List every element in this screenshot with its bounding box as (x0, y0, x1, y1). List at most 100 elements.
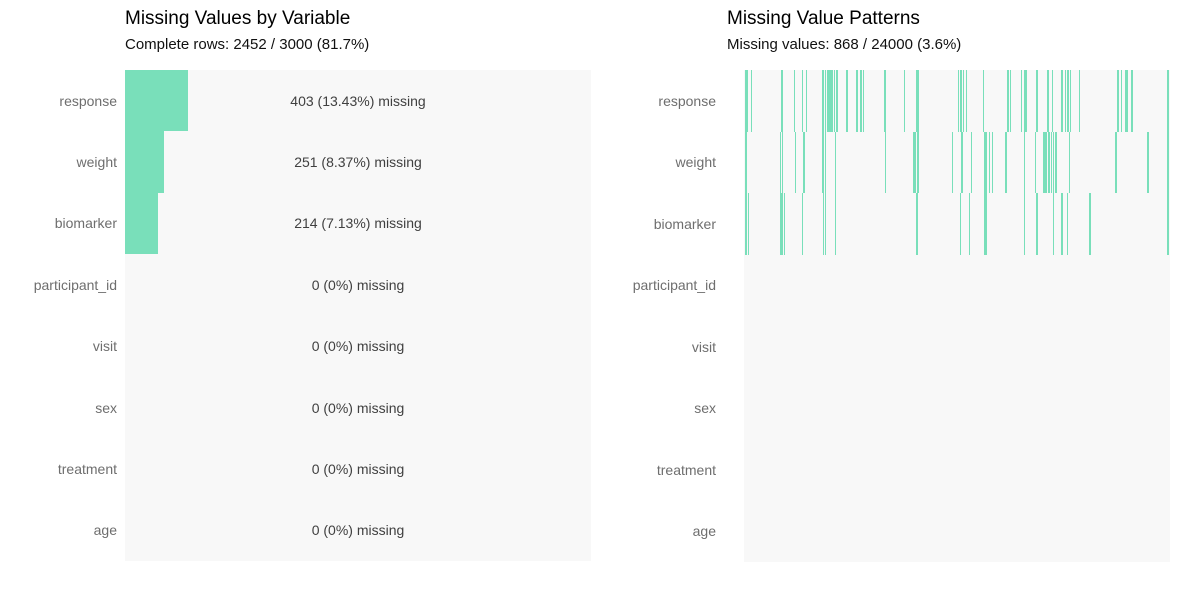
missing-cell-line (962, 70, 965, 132)
row-weight: 251 (8.37%) missing (125, 131, 591, 193)
missing-cell-line (781, 70, 783, 132)
missing-cell-line (793, 70, 796, 132)
row-label-response: response (59, 92, 117, 109)
row-label-sex: sex (95, 399, 117, 416)
missing-cell-line (916, 193, 918, 255)
missing-cell-line (779, 193, 782, 255)
missing-cell-line (982, 70, 985, 132)
missing-count-label-age: 0 (0%) missing (311, 522, 405, 539)
left-axis-labels: response weight biomarker participant_id vis… (0, 70, 117, 561)
missing-cell-line (834, 193, 837, 255)
missing-cell-line (836, 70, 838, 132)
missing-cell-line (983, 131, 987, 193)
row-sex (744, 378, 1170, 440)
row-response: 403 (13.43%) missing (125, 70, 591, 132)
row-treatment (744, 439, 1170, 501)
row-label-response: response (658, 92, 716, 109)
missing-cell-line (822, 70, 824, 132)
right-chart-subtitle: Missing values: 868 / 24000 (3.6%) (727, 36, 962, 53)
missing-cell-line (961, 131, 963, 193)
missing-cell-line (745, 131, 747, 193)
missing-cell-line (783, 193, 786, 255)
missing-cell-line (1131, 70, 1133, 132)
missing-cell-line (745, 193, 747, 255)
missing-cell-line (862, 70, 865, 132)
missing-cell-line (1055, 131, 1057, 193)
missing-cell-line (1034, 131, 1037, 193)
missing-bar-response (125, 70, 188, 132)
missing-count-label-sex: 0 (0%) missing (311, 399, 405, 416)
missing-cell-line (1066, 193, 1069, 255)
missing-cell-line (957, 70, 960, 132)
missing-cell-line (917, 131, 919, 193)
missing-cell-line (1147, 131, 1149, 193)
missing-cell-line (1047, 70, 1049, 132)
missing-cell-line (750, 70, 753, 132)
missing-cell-line (965, 70, 968, 132)
bar-chart-plot-area: 403 (13.43%) missing 251 (8.37%) missing 2… (125, 70, 591, 561)
missing-count-label-visit: 0 (0%) missing (311, 338, 405, 355)
missing-cell-line (951, 131, 954, 193)
missing-cell-line (1043, 131, 1045, 193)
missing-count-label-treatment: 0 (0%) missing (311, 460, 405, 477)
missing-cell-line (856, 70, 858, 132)
row-label-treatment: treatment (57, 460, 117, 477)
missing-cell-line (747, 193, 750, 255)
missing-cell-line (801, 193, 803, 255)
missing-cell-line (903, 70, 906, 132)
row-label-treatment: treatment (656, 461, 716, 478)
missing-cell-line (827, 70, 829, 132)
row-label-biomarker: biomarker (653, 215, 716, 232)
missing-cell-line (1068, 131, 1071, 193)
missing-count-label-biomarker: 214 (7.13%) missing (294, 215, 422, 232)
missing-cell-line (781, 131, 784, 193)
missing-cell-line (1115, 131, 1117, 193)
missing-cell-line (1045, 131, 1047, 193)
missing-cell-line (1064, 70, 1067, 132)
row-visit (744, 316, 1170, 378)
missing-cell-line (970, 131, 973, 193)
missing-cell-line (1020, 70, 1023, 132)
missing-count-label-weight: 251 (8.37%) missing (294, 154, 422, 171)
row-label-weight: weight (76, 154, 117, 171)
missing-cell-line (1052, 131, 1055, 193)
missing-cell-line (1120, 70, 1123, 132)
row-participant_id: 0 (0%) missing (125, 254, 591, 315)
row-label-visit: visit (92, 338, 117, 355)
row-label-weight: weight (675, 154, 716, 171)
missing-cell-line (913, 131, 917, 193)
row-label-visit: visit (691, 338, 716, 355)
missing-cell-line (1167, 193, 1169, 255)
missing-cell-line (829, 70, 831, 132)
left-chart-subtitle: Complete rows: 2452 / 3000 (81.7%) (125, 36, 370, 53)
missing-count-label-response: 403 (13.43%) missing (290, 92, 426, 109)
missing-cell-line (1069, 70, 1072, 132)
missing-cell-line (1124, 70, 1128, 132)
row-label-biomarker: biomarker (54, 215, 117, 232)
missing-cell-line (1167, 70, 1169, 132)
missing-cell-line (834, 131, 837, 193)
missing-cell-line (833, 70, 836, 132)
row-participant_id (744, 255, 1170, 317)
missing-cell-line (1050, 131, 1053, 193)
missing-bar-biomarker (125, 192, 159, 255)
missing-cell-line (1089, 193, 1091, 255)
missing-bar-weight (125, 131, 164, 193)
missing-cell-line (983, 193, 987, 255)
row-sex: 0 (0%) missing (125, 377, 591, 438)
missing-cell-line (1005, 131, 1007, 193)
row-response (744, 70, 1170, 132)
missing-cell-line (781, 193, 783, 255)
missing-cell-line (1009, 70, 1012, 132)
missing-cell-line (1051, 70, 1054, 132)
missing-cell-line (846, 70, 848, 132)
missing-cell-line (988, 131, 991, 193)
missing-cell-line (1078, 70, 1081, 132)
right-chart-title: Missing Value Patterns (727, 8, 920, 29)
row-label-sex: sex (694, 400, 716, 417)
row-label-participant_id: participant_id (632, 277, 716, 294)
missing-cell-line (1007, 70, 1009, 132)
pattern-matrix-plot-area (744, 70, 1170, 562)
